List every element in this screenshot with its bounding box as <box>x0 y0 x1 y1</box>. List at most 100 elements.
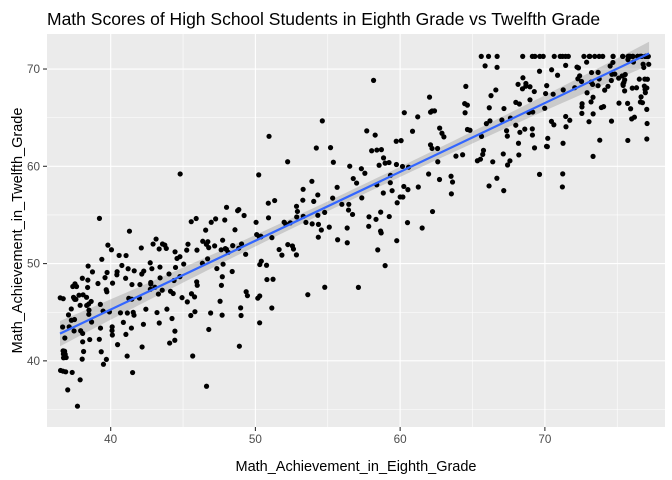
data-point <box>243 251 249 257</box>
data-point <box>74 403 81 409</box>
x-tick-label: 70 <box>538 433 552 446</box>
data-point <box>131 268 137 274</box>
data-point <box>109 327 115 334</box>
data-point <box>300 186 306 192</box>
data-point <box>435 159 441 165</box>
data-point <box>631 114 638 120</box>
data-point <box>584 90 590 96</box>
data-point <box>109 324 115 330</box>
data-point <box>193 215 199 222</box>
data-point <box>579 101 585 107</box>
data-point <box>436 176 443 183</box>
data-point <box>462 101 468 107</box>
data-point <box>217 298 223 304</box>
data-point <box>109 332 115 338</box>
data-point <box>300 197 306 203</box>
data-point <box>293 252 300 258</box>
data-point <box>370 77 377 83</box>
data-point <box>378 147 384 153</box>
data-point <box>419 225 425 231</box>
data-point <box>404 220 411 226</box>
data-point <box>501 188 507 194</box>
data-point <box>503 128 510 134</box>
data-point <box>397 194 403 200</box>
data-point <box>474 158 480 164</box>
data-point <box>486 183 492 189</box>
data-point <box>480 151 486 157</box>
data-point <box>544 83 550 89</box>
data-point <box>636 76 642 82</box>
data-point <box>377 228 384 234</box>
data-point <box>427 142 434 148</box>
data-point <box>586 119 592 125</box>
data-point <box>522 126 528 132</box>
data-point <box>281 219 287 225</box>
data-point <box>99 256 105 262</box>
data-point <box>577 73 583 79</box>
data-point <box>253 219 259 225</box>
data-point <box>382 263 388 269</box>
data-point <box>567 117 573 123</box>
data-point <box>265 200 271 206</box>
data-point <box>172 337 178 343</box>
data-point <box>462 110 468 116</box>
data-point <box>335 237 341 243</box>
data-point <box>387 180 393 186</box>
data-point <box>429 208 436 215</box>
data-point <box>334 184 340 190</box>
data-point <box>65 387 71 393</box>
data-point <box>71 316 78 323</box>
data-point <box>109 280 116 286</box>
data-point <box>188 219 194 225</box>
data-point <box>622 71 628 78</box>
data-point <box>588 69 595 76</box>
data-point <box>559 184 565 190</box>
data-point <box>80 339 86 345</box>
data-point <box>490 159 496 165</box>
data-point <box>103 356 109 363</box>
data-point <box>531 145 538 151</box>
data-point <box>194 279 200 285</box>
data-point <box>364 128 370 134</box>
data-point <box>345 207 352 213</box>
data-point <box>140 321 147 327</box>
data-point <box>644 106 650 112</box>
data-point <box>629 85 635 91</box>
data-point <box>620 53 626 59</box>
data-point <box>190 353 196 359</box>
data-point <box>386 213 392 220</box>
data-point <box>350 175 356 182</box>
data-point <box>415 114 421 120</box>
data-point <box>353 180 360 186</box>
data-point <box>616 75 622 81</box>
data-point <box>375 247 381 253</box>
data-point <box>85 263 91 269</box>
data-point <box>125 266 131 272</box>
data-point <box>238 305 244 311</box>
data-point <box>590 94 596 100</box>
data-point <box>149 266 155 272</box>
data-point <box>588 99 594 105</box>
data-point <box>642 86 648 93</box>
data-point <box>480 147 487 153</box>
data-point <box>79 275 85 281</box>
data-point <box>401 183 407 190</box>
data-point <box>257 320 263 326</box>
data-point <box>587 53 593 59</box>
y-tick-label: 70 <box>27 63 41 76</box>
data-point <box>98 349 104 355</box>
data-point <box>463 83 469 89</box>
data-point <box>203 227 209 233</box>
data-point <box>129 369 136 376</box>
data-point <box>60 324 66 330</box>
data-point <box>616 100 622 106</box>
data-point <box>86 307 92 313</box>
data-point <box>167 340 173 346</box>
data-point <box>581 53 587 59</box>
data-point <box>126 228 133 234</box>
data-point <box>600 53 606 59</box>
data-point <box>612 71 618 77</box>
data-point <box>70 283 76 290</box>
data-point <box>148 279 154 286</box>
